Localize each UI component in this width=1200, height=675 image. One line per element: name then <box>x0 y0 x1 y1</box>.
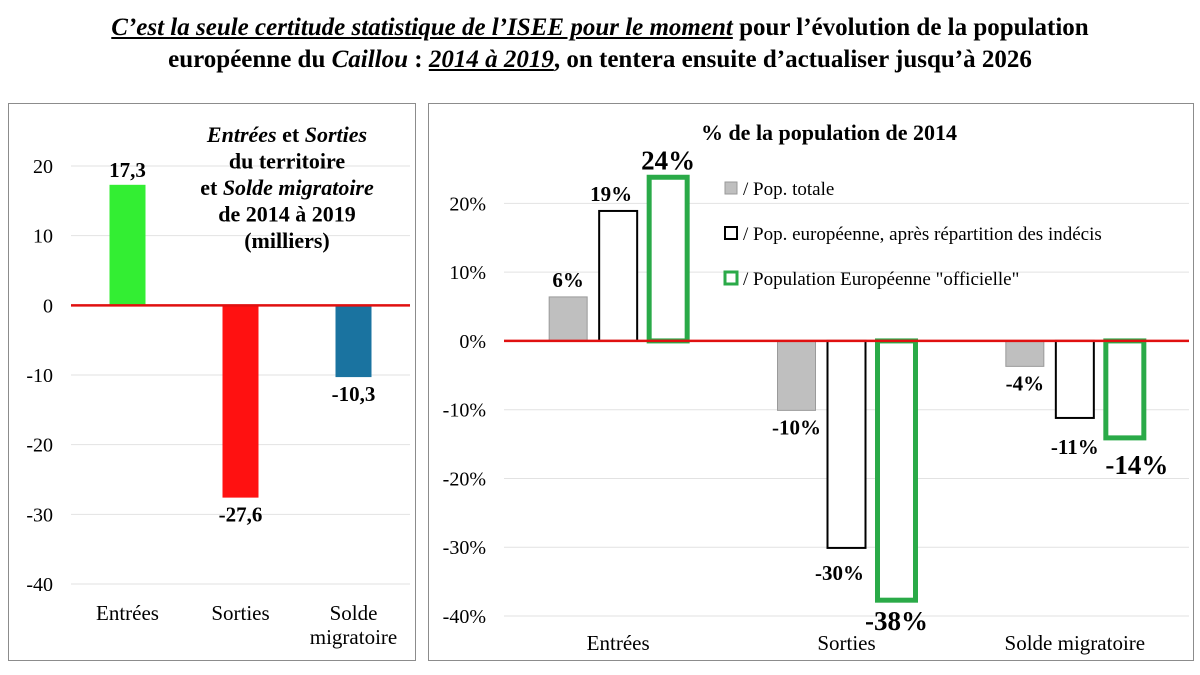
y-tick-label: -40 <box>26 574 53 596</box>
bar <box>335 305 372 378</box>
bar <box>1054 339 1095 419</box>
y-tick-label: -10% <box>443 400 486 422</box>
bar <box>1103 338 1147 441</box>
bar <box>777 340 816 411</box>
data-label: -10% <box>772 415 821 439</box>
chart-title-line: (milliers) <box>244 228 330 253</box>
chart-title-segment: du territoire <box>229 149 346 174</box>
chart-title-line: Entrées et Sorties <box>206 122 367 147</box>
title-text: européenne du <box>168 46 332 73</box>
bar <box>826 339 867 549</box>
migration-thousands-chart: 20 10 0 -10 -20 -30 -40 17,3 Entrées -27,6 Sorties… <box>26 122 410 649</box>
x-category-label: Solde <box>330 601 378 625</box>
legend-swatch <box>724 181 738 195</box>
legend-swatch <box>724 226 738 240</box>
title-caillou: Caillou <box>331 46 409 73</box>
y-tick-label: 10% <box>449 262 486 284</box>
right-chart-panel: 20% 10% 0% -10% -20% -30% -40% % de la populati… <box>428 103 1194 661</box>
bar <box>875 338 918 603</box>
y-tick-label: -20% <box>443 468 486 490</box>
chart-title-segment: et <box>277 122 305 147</box>
bar <box>222 305 259 498</box>
data-label: -14% <box>1105 450 1168 480</box>
y-tick-label: 20% <box>449 193 486 215</box>
data-label: 6% <box>552 268 584 292</box>
chart-title-line: du territoire <box>229 149 346 174</box>
x-category-label: Solde migratoire <box>1005 631 1146 655</box>
migration-percent-chart: 20% 10% 0% -10% -20% -30% -40% % de la populati… <box>443 120 1189 655</box>
page-title: C’est la seule certitude statistique de … <box>0 12 1200 76</box>
x-category-label: Sorties <box>817 631 875 655</box>
x-category-label: migratoire <box>310 625 397 649</box>
y-tick-label: -20 <box>26 435 53 457</box>
data-label: -27,6 <box>219 503 263 527</box>
bar <box>598 209 639 342</box>
y-tick-label: -30% <box>443 537 486 559</box>
chart-title-segment: de 2014 à 2019 <box>218 202 356 227</box>
title-text: : <box>408 46 429 73</box>
data-label: -10,3 <box>332 382 376 406</box>
title-period: 2014 à 2019 <box>428 46 554 73</box>
y-tick-label: -40% <box>443 606 486 628</box>
y-tick-label: -30 <box>26 504 53 526</box>
chart-title-segment: Sorties <box>305 122 367 147</box>
legend-swatch <box>723 270 739 286</box>
chart-title-line: et Solde migratoire <box>200 175 374 200</box>
y-tick-label: 0% <box>459 331 486 353</box>
bar <box>548 296 588 342</box>
title-text: pour l’évolution de la population <box>732 14 1089 41</box>
title-line-1: C’est la seule certitude statistique de … <box>0 12 1200 44</box>
data-label: 24% <box>641 145 695 175</box>
data-label: -11% <box>1051 435 1099 459</box>
data-label: 17,3 <box>109 158 146 182</box>
chart-title-line: de 2014 à 2019 <box>218 202 356 227</box>
chart-title-segment: et <box>200 175 223 200</box>
bar <box>109 184 146 306</box>
bar <box>1005 340 1045 367</box>
data-label: -4% <box>1006 371 1044 395</box>
legend-label: / Pop. totale <box>743 179 834 200</box>
legend-label: / Population Européenne "officielle" <box>743 269 1019 290</box>
data-label: -30% <box>815 561 864 585</box>
title-line-2: européenne du Caillou : 2014 à 2019, on … <box>0 44 1200 76</box>
chart-title-segment: Solde migratoire <box>223 175 374 200</box>
left-chart-panel: 20 10 0 -10 -20 -30 -40 17,3 Entrées -27,6 Sorties… <box>8 103 416 661</box>
chart-title: % de la population de 2014 <box>701 120 957 145</box>
y-tick-label: 10 <box>33 226 53 248</box>
legend-label: / Pop. européenne, après répartition des… <box>743 224 1102 245</box>
title-text: , on tentera ensuite d’actualiser jusqu’… <box>553 46 1032 73</box>
x-category-label: Entrées <box>96 601 159 625</box>
x-category-label: Entrées <box>587 631 650 655</box>
bar <box>646 174 690 344</box>
x-category-label: Sorties <box>211 601 269 625</box>
chart-title-segment: Entrées <box>206 122 277 147</box>
data-label: 19% <box>590 182 632 206</box>
title-emphasis: C’est la seule certitude statistique de … <box>111 14 733 41</box>
y-tick-label: 0 <box>43 295 53 317</box>
y-tick-label: -10 <box>26 365 53 387</box>
y-tick-label: 20 <box>33 156 53 178</box>
data-label: -38% <box>865 606 928 636</box>
chart-title-segment: (milliers) <box>244 228 330 253</box>
